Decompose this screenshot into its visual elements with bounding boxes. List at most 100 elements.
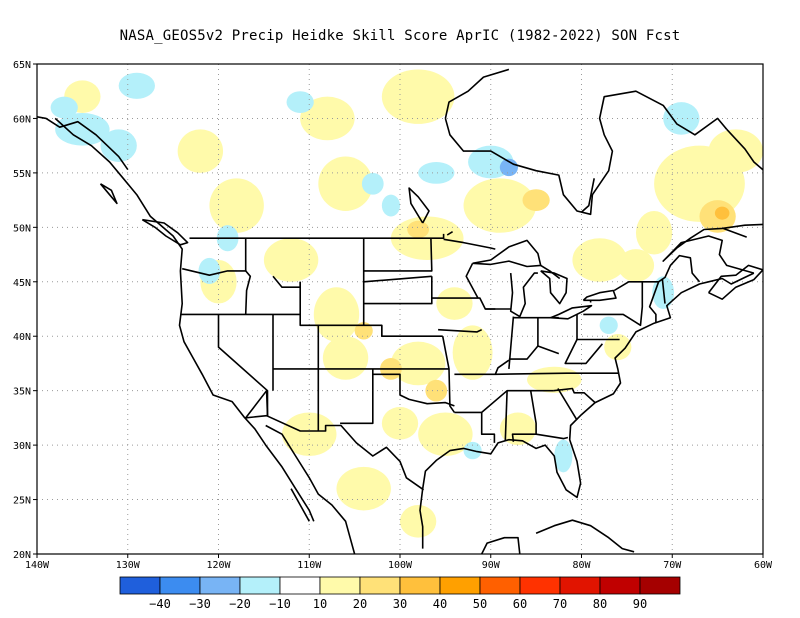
skill-patch-33: [604, 334, 632, 361]
skill-patch-4: [322, 336, 369, 380]
lat-tick-label: 55N: [13, 169, 31, 180]
skill-patch-6: [354, 322, 373, 340]
boundary-line: [431, 297, 511, 310]
skill-patch-32: [499, 412, 537, 446]
boundary-line: [54, 117, 315, 522]
colorbar-label: 40: [433, 597, 447, 611]
lon-tick-label: 60W: [754, 560, 773, 571]
boundary-line: [363, 238, 433, 272]
boundary-line: [419, 272, 755, 549]
boundary-line: [244, 238, 252, 315]
boundary-line: [472, 239, 542, 268]
lon-tick-label: 70W: [663, 560, 682, 571]
skill-patch-48: [286, 91, 314, 114]
boundary-line: [438, 328, 483, 333]
skill-patch-49: [554, 439, 573, 473]
colorbar-swatch: [439, 576, 481, 595]
boundary-line: [446, 231, 454, 236]
boundary-line: [141, 218, 189, 246]
boundary-line: [340, 368, 374, 425]
boundary-line: [662, 128, 763, 274]
skill-score-shading: [50, 69, 763, 538]
boundary-line: [550, 304, 593, 320]
skill-patch-39: [55, 112, 110, 146]
lon-tick-label: 140W: [25, 560, 50, 571]
lon-tick-label: 110W: [297, 560, 322, 571]
lat-tick-label: 60N: [13, 114, 31, 125]
skill-patch-38: [418, 162, 455, 184]
colorbar-swatch: [279, 576, 321, 595]
colorbar-swatch: [559, 576, 601, 595]
colorbar-label: 50: [473, 597, 487, 611]
boundary-line: [707, 264, 763, 300]
colorbar-swatch: [639, 576, 681, 595]
colorbar-swatch: [519, 576, 561, 595]
boundary-line: [508, 316, 515, 369]
skill-patch-25: [708, 129, 763, 173]
lat-tick-label: 50N: [13, 223, 31, 234]
skill-patch-37: [499, 158, 518, 177]
colorbar-label: 20: [353, 597, 367, 611]
boundary-line: [582, 289, 617, 302]
colorbar-label: 10: [313, 597, 327, 611]
boundary-line: [540, 270, 568, 305]
boundary-line: [535, 519, 635, 553]
skill-patch-7: [418, 412, 473, 456]
boundary-line: [540, 264, 561, 280]
lon-tick-label: 100W: [388, 560, 413, 571]
colorbar-label: −30: [189, 597, 211, 611]
boundary-line: [290, 488, 310, 522]
lat-tick-label: 45N: [13, 278, 31, 289]
boundary-line: [557, 388, 578, 421]
boundary-line: [509, 272, 538, 318]
colorbar-swatch: [399, 576, 441, 595]
lon-tick-label: 130W: [116, 560, 141, 571]
colorbar-swatch: [319, 576, 361, 595]
boundary-line: [217, 314, 269, 416]
boundary-line: [553, 387, 596, 404]
boundary-line: [580, 178, 595, 213]
colorbar-label: 80: [593, 597, 607, 611]
skill-patch-17: [263, 238, 319, 282]
colorbar-label: 60: [513, 597, 527, 611]
lat-tick-label: 30N: [13, 441, 31, 452]
boundary-line: [245, 389, 269, 419]
axis-tick-labels: 140W 130W 120W 110W 100W 90W 80W 70W 60W 20N 25N 30…: [13, 60, 773, 571]
lat-tick-label: 35N: [13, 387, 31, 398]
skill-patch-30: [617, 249, 655, 282]
skill-patch-34: [436, 287, 473, 320]
boundary-line: [441, 336, 456, 413]
skill-patch-28: [336, 466, 391, 511]
lat-tick-label: 20N: [13, 550, 31, 561]
coastlines-and-borders: [37, 68, 800, 554]
skill-patch-45: [663, 102, 700, 135]
skill-patch-1: [425, 379, 448, 402]
map-gridlines: [37, 64, 763, 554]
boundary-line: [265, 424, 356, 554]
skill-patch-51: [381, 194, 400, 217]
boundary-line: [465, 262, 479, 299]
skill-patch-5: [313, 287, 360, 342]
lon-tick-label: 80W: [572, 560, 591, 571]
boundary-line: [613, 254, 701, 292]
colorbar-swatch: [359, 576, 401, 595]
boundary-line: [244, 414, 425, 491]
skill-patch-2: [452, 325, 493, 380]
skill-patch-29: [400, 504, 437, 538]
skill-patch-14: [522, 189, 550, 211]
colorbar-label: 70: [553, 597, 567, 611]
skill-patch-13: [463, 178, 537, 233]
skill-patch-23: [572, 238, 627, 282]
colorbar-label: −10: [269, 597, 291, 611]
boundary-line: [768, 210, 800, 260]
skill-patch-40: [50, 96, 78, 119]
boundary-line: [480, 412, 496, 443]
colorbar-swatch: [479, 576, 521, 595]
skill-patch-42: [118, 72, 155, 99]
colorbar-label: 90: [633, 597, 647, 611]
boundary-line: [180, 313, 443, 337]
skill-patch-18: [381, 69, 455, 124]
skill-patch-41: [100, 129, 137, 163]
colorbar-swatch: [239, 576, 281, 595]
